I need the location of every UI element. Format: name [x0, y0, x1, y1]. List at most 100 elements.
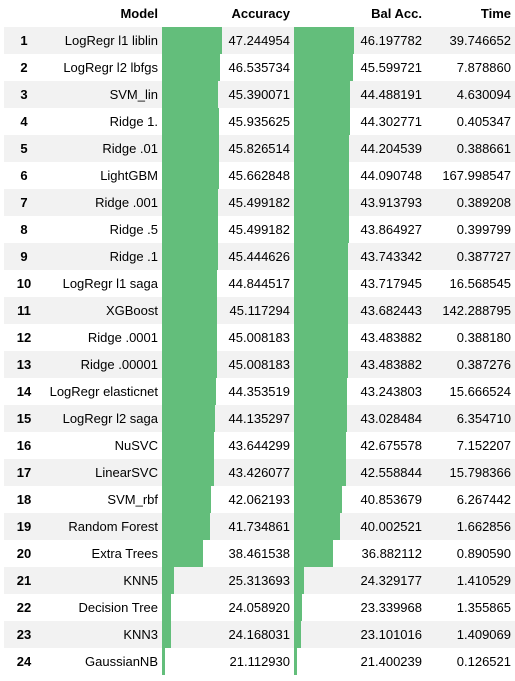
accuracy-cell-bar [162, 162, 219, 189]
model-name: Ridge .0001 [87, 330, 158, 345]
accuracy-cell: 44.135297 [162, 405, 294, 432]
row-index: 15 [16, 411, 32, 426]
model-name: LogRegr l1 saga [62, 276, 158, 291]
row-index: 21 [16, 573, 32, 588]
bal-acc-cell-value: 40.002521 [360, 519, 422, 534]
time-cell: 0.387727 [456, 249, 511, 264]
bal-acc-cell: 23.101016 [294, 621, 426, 648]
accuracy-cell-bar [162, 513, 210, 540]
table-row: 16 NuSVC 43.644299 42.675578 7.152207 [4, 432, 515, 459]
bal-acc-cell-value: 43.483882 [360, 357, 422, 372]
bal-acc-cell-bar [294, 135, 350, 162]
bal-acc-cell-value: 23.101016 [360, 627, 422, 642]
header-index[interactable] [4, 0, 44, 27]
time-cell: 0.399799 [456, 222, 511, 237]
table-row: 23 KNN3 24.168031 23.101016 1.409069 [4, 621, 515, 648]
table-body: 1 LogRegr l1 liblin 47.244954 46.197782 39.7… [4, 27, 515, 675]
table-row: 22 Decision Tree 24.058920 23.339968 1.35586… [4, 594, 515, 621]
time-cell: 7.878860 [456, 60, 511, 75]
accuracy-cell-bar [162, 378, 216, 405]
accuracy-cell-bar [162, 567, 174, 594]
table-row: 24 GaussianNB 21.112930 21.400239 0.126521 [4, 648, 515, 675]
row-index: 23 [16, 627, 32, 642]
bal-acc-cell: 24.329177 [294, 567, 426, 594]
bal-acc-cell-value: 45.599721 [360, 60, 422, 75]
table-row: 12 Ridge .0001 45.008183 43.483882 0.388180 [4, 324, 515, 351]
bal-acc-cell-value: 43.483882 [360, 330, 422, 345]
bal-acc-cell: 43.483882 [294, 351, 426, 378]
row-index: 18 [16, 492, 32, 507]
row-index: 12 [16, 330, 32, 345]
bal-acc-cell: 43.682443 [294, 297, 426, 324]
time-cell: 1.409069 [456, 627, 511, 642]
bal-acc-cell: 44.090748 [294, 162, 426, 189]
bal-acc-cell: 45.599721 [294, 54, 426, 81]
model-name: LogRegr elasticnet [49, 384, 158, 399]
row-index: 9 [20, 249, 28, 264]
model-name: Ridge 1. [109, 114, 158, 129]
bal-acc-cell-value: 24.329177 [360, 573, 422, 588]
header-model[interactable]: Model [120, 6, 158, 21]
model-name: Ridge .01 [102, 141, 158, 156]
bal-acc-cell: 36.882112 [294, 540, 426, 567]
bal-acc-cell: 44.204539 [294, 135, 426, 162]
accuracy-cell-value: 24.168031 [228, 627, 290, 642]
bal-acc-cell-bar [294, 162, 350, 189]
accuracy-cell: 41.734861 [162, 513, 294, 540]
header-time[interactable]: Time [480, 6, 511, 21]
row-index: 13 [16, 357, 32, 372]
bal-acc-cell: 42.558844 [294, 459, 426, 486]
row-index: 20 [16, 546, 32, 561]
accuracy-cell-bar [162, 270, 217, 297]
bal-acc-cell-value: 43.028484 [360, 411, 422, 426]
accuracy-cell: 45.390071 [162, 81, 294, 108]
bal-acc-cell-bar [294, 297, 349, 324]
accuracy-cell-bar [162, 351, 218, 378]
accuracy-cell: 21.112930 [162, 648, 294, 675]
row-index: 6 [20, 168, 28, 183]
row-index: 1 [20, 33, 28, 48]
bal-acc-cell: 42.675578 [294, 432, 426, 459]
bal-acc-cell-bar [294, 405, 347, 432]
row-index: 17 [16, 465, 32, 480]
bal-acc-cell: 46.197782 [294, 27, 426, 54]
accuracy-cell-bar [162, 81, 218, 108]
accuracy-cell: 24.168031 [162, 621, 294, 648]
bal-acc-cell: 23.339968 [294, 594, 426, 621]
bal-acc-cell: 40.002521 [294, 513, 426, 540]
accuracy-cell-value: 44.353519 [228, 384, 290, 399]
table-row: 6 LightGBM 45.662848 44.090748 167.998547 [4, 162, 515, 189]
accuracy-cell-bar [162, 243, 218, 270]
bal-acc-cell-bar [294, 648, 298, 675]
bal-acc-cell-value: 21.400239 [360, 654, 422, 669]
bal-acc-cell-value: 43.243803 [360, 384, 422, 399]
accuracy-cell-value: 42.062193 [228, 492, 290, 507]
accuracy-cell-value: 45.662848 [228, 168, 290, 183]
bal-acc-cell: 43.243803 [294, 378, 426, 405]
model-name: Random Forest [68, 519, 158, 534]
accuracy-cell-bar [162, 54, 221, 81]
header-accuracy[interactable]: Accuracy [231, 6, 290, 21]
time-cell: 7.152207 [456, 438, 511, 453]
bal-acc-cell-bar [294, 513, 340, 540]
accuracy-cell-value: 45.935625 [228, 114, 290, 129]
table-row: 19 Random Forest 41.734861 40.002521 1.66285… [4, 513, 515, 540]
model-name: LogRegr l2 saga [62, 411, 158, 426]
accuracy-cell: 45.826514 [162, 135, 294, 162]
time-cell: 0.405347 [456, 114, 511, 129]
row-index: 19 [16, 519, 32, 534]
bal-acc-cell-value: 42.558844 [360, 465, 422, 480]
row-index: 3 [20, 87, 28, 102]
accuracy-cell: 25.313693 [162, 567, 294, 594]
accuracy-cell: 45.935625 [162, 108, 294, 135]
accuracy-cell-value: 45.008183 [228, 357, 290, 372]
results-table: Model Accuracy Bal Acc. Time 1 LogRegr l1… [4, 0, 515, 675]
table-row: 17 LinearSVC 43.426077 42.558844 15.798366 [4, 459, 515, 486]
accuracy-cell-value: 45.008183 [228, 330, 290, 345]
time-cell: 6.354710 [456, 411, 511, 426]
header-bal-acc[interactable]: Bal Acc. [371, 6, 422, 21]
accuracy-cell: 42.062193 [162, 486, 294, 513]
time-cell: 0.387276 [456, 357, 511, 372]
accuracy-cell-value: 45.390071 [228, 87, 290, 102]
accuracy-cell-bar [162, 189, 219, 216]
